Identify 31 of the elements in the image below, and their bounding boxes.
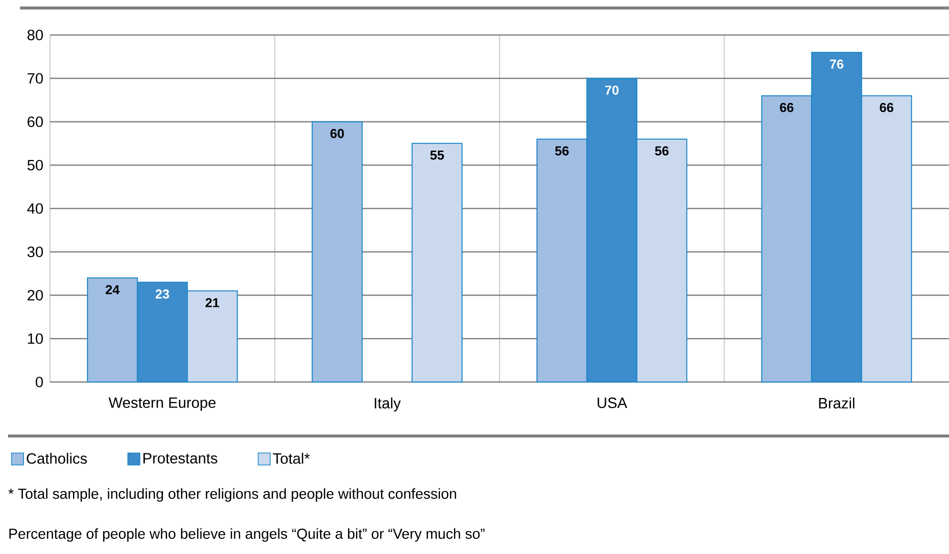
legend-label: Protestants (143, 453, 218, 464)
text: * Total sample, including other religions and people without confession (8, 488, 456, 502)
bar (412, 142, 463, 382)
y-tick-label: 20 (28, 290, 43, 301)
y-tick-label: 10 (28, 333, 43, 344)
text: Percentage of people who believe in angels “Quite a bit” or “Very much so” (9, 528, 485, 542)
data-label: 60 (330, 128, 344, 138)
data-label: 21 (206, 298, 220, 308)
legend-label: Total* (272, 452, 310, 464)
y-tick-label: 30 (27, 246, 43, 258)
data-label: 70 (605, 86, 619, 95)
x-tick-label: USA (598, 398, 628, 408)
data-label: 56 (555, 146, 569, 156)
y-tick-label: 40 (27, 203, 43, 214)
x-tick-label: Italy (374, 398, 401, 412)
legend-label: Catholics (26, 452, 87, 464)
data-label: 76 (830, 60, 844, 69)
data-label: 56 (655, 146, 669, 156)
x-tick-label: Brazil (819, 398, 854, 408)
bar (312, 121, 363, 382)
y-tick-label: 0 (36, 376, 43, 388)
x-tick-label: Western Europe (108, 398, 216, 411)
y-tick-label: 70 (28, 73, 43, 84)
y-tick-label: 50 (27, 160, 43, 170)
data-label: 66 (780, 102, 794, 112)
data-label: 24 (106, 285, 120, 294)
data-label: 55 (430, 150, 444, 160)
y-tick-label: 60 (28, 116, 43, 128)
y-tick-label: 80 (28, 30, 43, 40)
data-label: 23 (156, 289, 170, 299)
data-label: 66 (880, 102, 894, 112)
